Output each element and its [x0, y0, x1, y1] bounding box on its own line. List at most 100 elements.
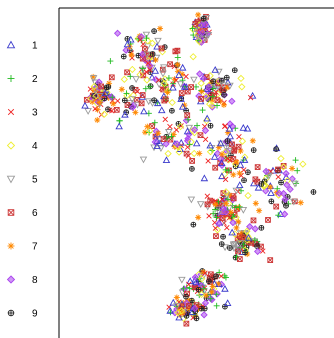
- point-series-7: [196, 150, 203, 157]
- legend-marker-6: [7, 209, 15, 216]
- point-series-4: [198, 275, 206, 283]
- point-series-7: [233, 224, 240, 231]
- legend-marker-1: [6, 40, 16, 49]
- point-series-2: [143, 35, 150, 42]
- point-series-4: [129, 91, 138, 99]
- point-series-3: [184, 144, 191, 150]
- point-series-3: [241, 167, 247, 173]
- point-series-4: [206, 148, 215, 156]
- point-series-4: [177, 307, 186, 315]
- point-series-8: [251, 225, 259, 233]
- point-series-4: [206, 100, 214, 108]
- point-series-2: [292, 157, 299, 164]
- point-series-7: [289, 165, 296, 172]
- point-series-4: [197, 79, 205, 87]
- point-series-1: [239, 123, 248, 131]
- point-series-1: [153, 142, 161, 149]
- point-series-6: [213, 233, 219, 240]
- point-series-6: [124, 102, 131, 108]
- point-series-5: [229, 241, 238, 249]
- point-series-3: [92, 106, 98, 112]
- point-series-7: [144, 123, 151, 130]
- legend-marker-7: [7, 242, 15, 250]
- point-series-6: [229, 141, 235, 148]
- point-series-1: [243, 124, 252, 132]
- legend-label-1: 1: [32, 41, 38, 52]
- point-series-2: [199, 107, 206, 114]
- point-series-4: [238, 83, 246, 91]
- point-series-5: [226, 82, 234, 90]
- point-series-2: [196, 275, 203, 282]
- point-series-8: [191, 304, 199, 313]
- point-series-1: [169, 83, 177, 91]
- point-series-7: [152, 56, 159, 63]
- point-series-4: [299, 160, 307, 168]
- point-series-9: [218, 241, 225, 247]
- point-series-3: [213, 89, 219, 95]
- legend-label-9: 9: [32, 309, 38, 320]
- point-series-1: [200, 174, 209, 182]
- point-series-9: [195, 286, 202, 293]
- point-series-5: [290, 198, 298, 206]
- point-series-4: [146, 127, 154, 135]
- point-series-7: [118, 86, 125, 93]
- point-series-6: [197, 132, 204, 139]
- point-series-9: [227, 245, 233, 251]
- point-series-1: [121, 110, 129, 118]
- point-series-9: [223, 74, 230, 81]
- point-series-5: [84, 108, 92, 115]
- point-series-5: [152, 54, 161, 62]
- point-series-8: [198, 28, 207, 37]
- point-series-8: [152, 75, 160, 84]
- point-series-5: [139, 156, 148, 164]
- point-series-8: [282, 169, 290, 178]
- point-series-1: [177, 138, 185, 146]
- point-series-6: [254, 164, 261, 170]
- point-series-1: [226, 132, 235, 140]
- point-series-5: [150, 144, 158, 152]
- point-series-7: [208, 289, 215, 296]
- point-series-1: [192, 139, 201, 147]
- point-series-7: [252, 200, 259, 207]
- legend-label-4: 4: [32, 141, 38, 152]
- point-series-3: [109, 108, 115, 114]
- point-series-5: [192, 26, 200, 34]
- point-series-2: [214, 102, 221, 109]
- point-series-2: [222, 166, 229, 173]
- point-series-2: [139, 65, 146, 72]
- point-series-9: [105, 84, 112, 90]
- point-series-1: [175, 313, 183, 321]
- point-series-5: [219, 82, 227, 90]
- point-series-2: [142, 85, 149, 92]
- point-series-1: [115, 122, 123, 130]
- point-series-3: [236, 133, 242, 140]
- point-series-2: [233, 253, 240, 260]
- point-series-7: [230, 171, 237, 178]
- point-series-9: [210, 78, 216, 85]
- point-series-5: [291, 180, 299, 188]
- point-series-4: [144, 37, 152, 45]
- point-series-7: [233, 159, 240, 166]
- point-series-4: [202, 92, 210, 101]
- point-series-4: [160, 79, 168, 88]
- point-series-6: [275, 166, 281, 173]
- point-series-6: [273, 203, 280, 210]
- point-series-5: [142, 31, 151, 39]
- point-series-7: [110, 100, 117, 107]
- point-series-9: [188, 297, 195, 304]
- legend-marker-9: [7, 309, 15, 317]
- point-series-6: [198, 96, 205, 102]
- point-series-3: [226, 214, 233, 221]
- point-series-7: [297, 199, 304, 206]
- point-series-4: [237, 74, 245, 83]
- point-series-6: [239, 234, 246, 241]
- point-series-3: [147, 67, 153, 73]
- point-series-5: [143, 51, 151, 59]
- point-series-9: [242, 249, 248, 256]
- point-series-9: [213, 273, 219, 280]
- point-series-8: [279, 189, 288, 198]
- point-series-7: [220, 101, 227, 108]
- point-series-5: [159, 70, 167, 78]
- point-series-4: [197, 290, 206, 299]
